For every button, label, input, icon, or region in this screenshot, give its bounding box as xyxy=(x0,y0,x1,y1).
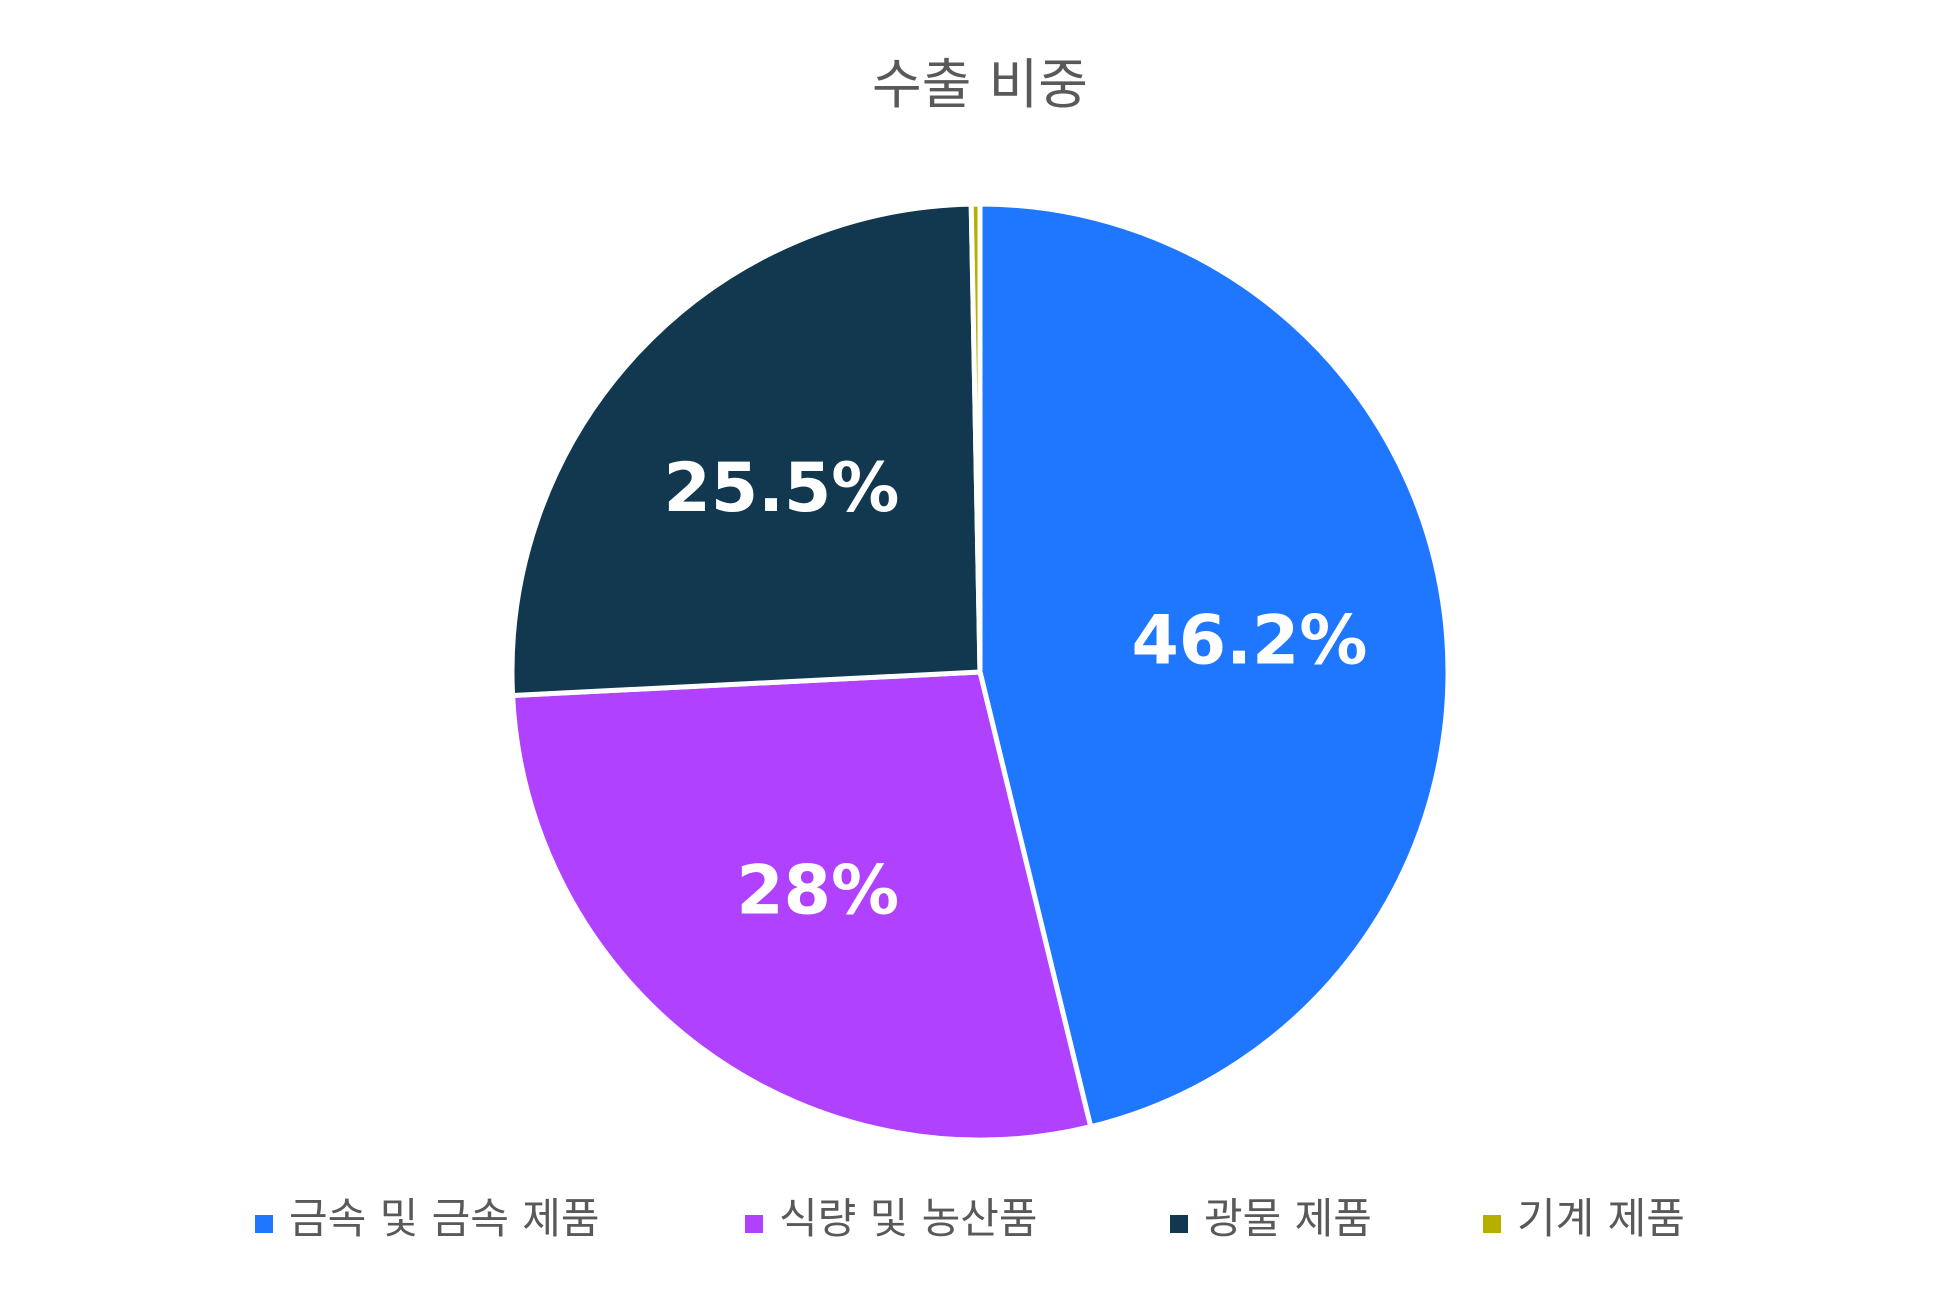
legend-label-3: 광물 제품 xyxy=(1204,1194,1372,1243)
slice-label-1: 46.2% xyxy=(1132,602,1368,681)
pie-slices xyxy=(509,201,1451,1143)
legend-swatch-4 xyxy=(1483,1215,1501,1233)
legend-swatch-3 xyxy=(1170,1215,1188,1233)
pie-slice-4 xyxy=(968,201,983,675)
legend-label-4: 기계 제품 xyxy=(1517,1194,1685,1243)
slice-label-3: 25.5% xyxy=(664,449,900,528)
legend-swatch-1 xyxy=(255,1215,273,1233)
legend-item-2: 식량 및 농산품 xyxy=(745,1194,1038,1243)
legend-item-3: 광물 제품 xyxy=(1170,1194,1372,1243)
legend-label-1: 금속 및 금속 제품 xyxy=(289,1194,600,1243)
legend-item-1: 금속 및 금속 제품 xyxy=(255,1194,600,1243)
legend-swatch-2 xyxy=(745,1215,763,1233)
chart-title: 수출 비중 xyxy=(872,53,1088,116)
slice-label-2: 28% xyxy=(736,852,899,931)
pie-slice-3 xyxy=(509,201,983,699)
legend-item-4: 기계 제품 xyxy=(1483,1194,1685,1243)
pie-slice-1 xyxy=(977,201,1451,1130)
legend: 금속 및 금속 제품 식량 및 농산품 광물 제품 기계 제품 xyxy=(255,1194,1685,1243)
slice-labels: 46.2% 28% 25.5% xyxy=(664,449,1368,931)
legend-label-2: 식량 및 농산품 xyxy=(779,1194,1038,1243)
pie-slice-2 xyxy=(510,669,1094,1143)
